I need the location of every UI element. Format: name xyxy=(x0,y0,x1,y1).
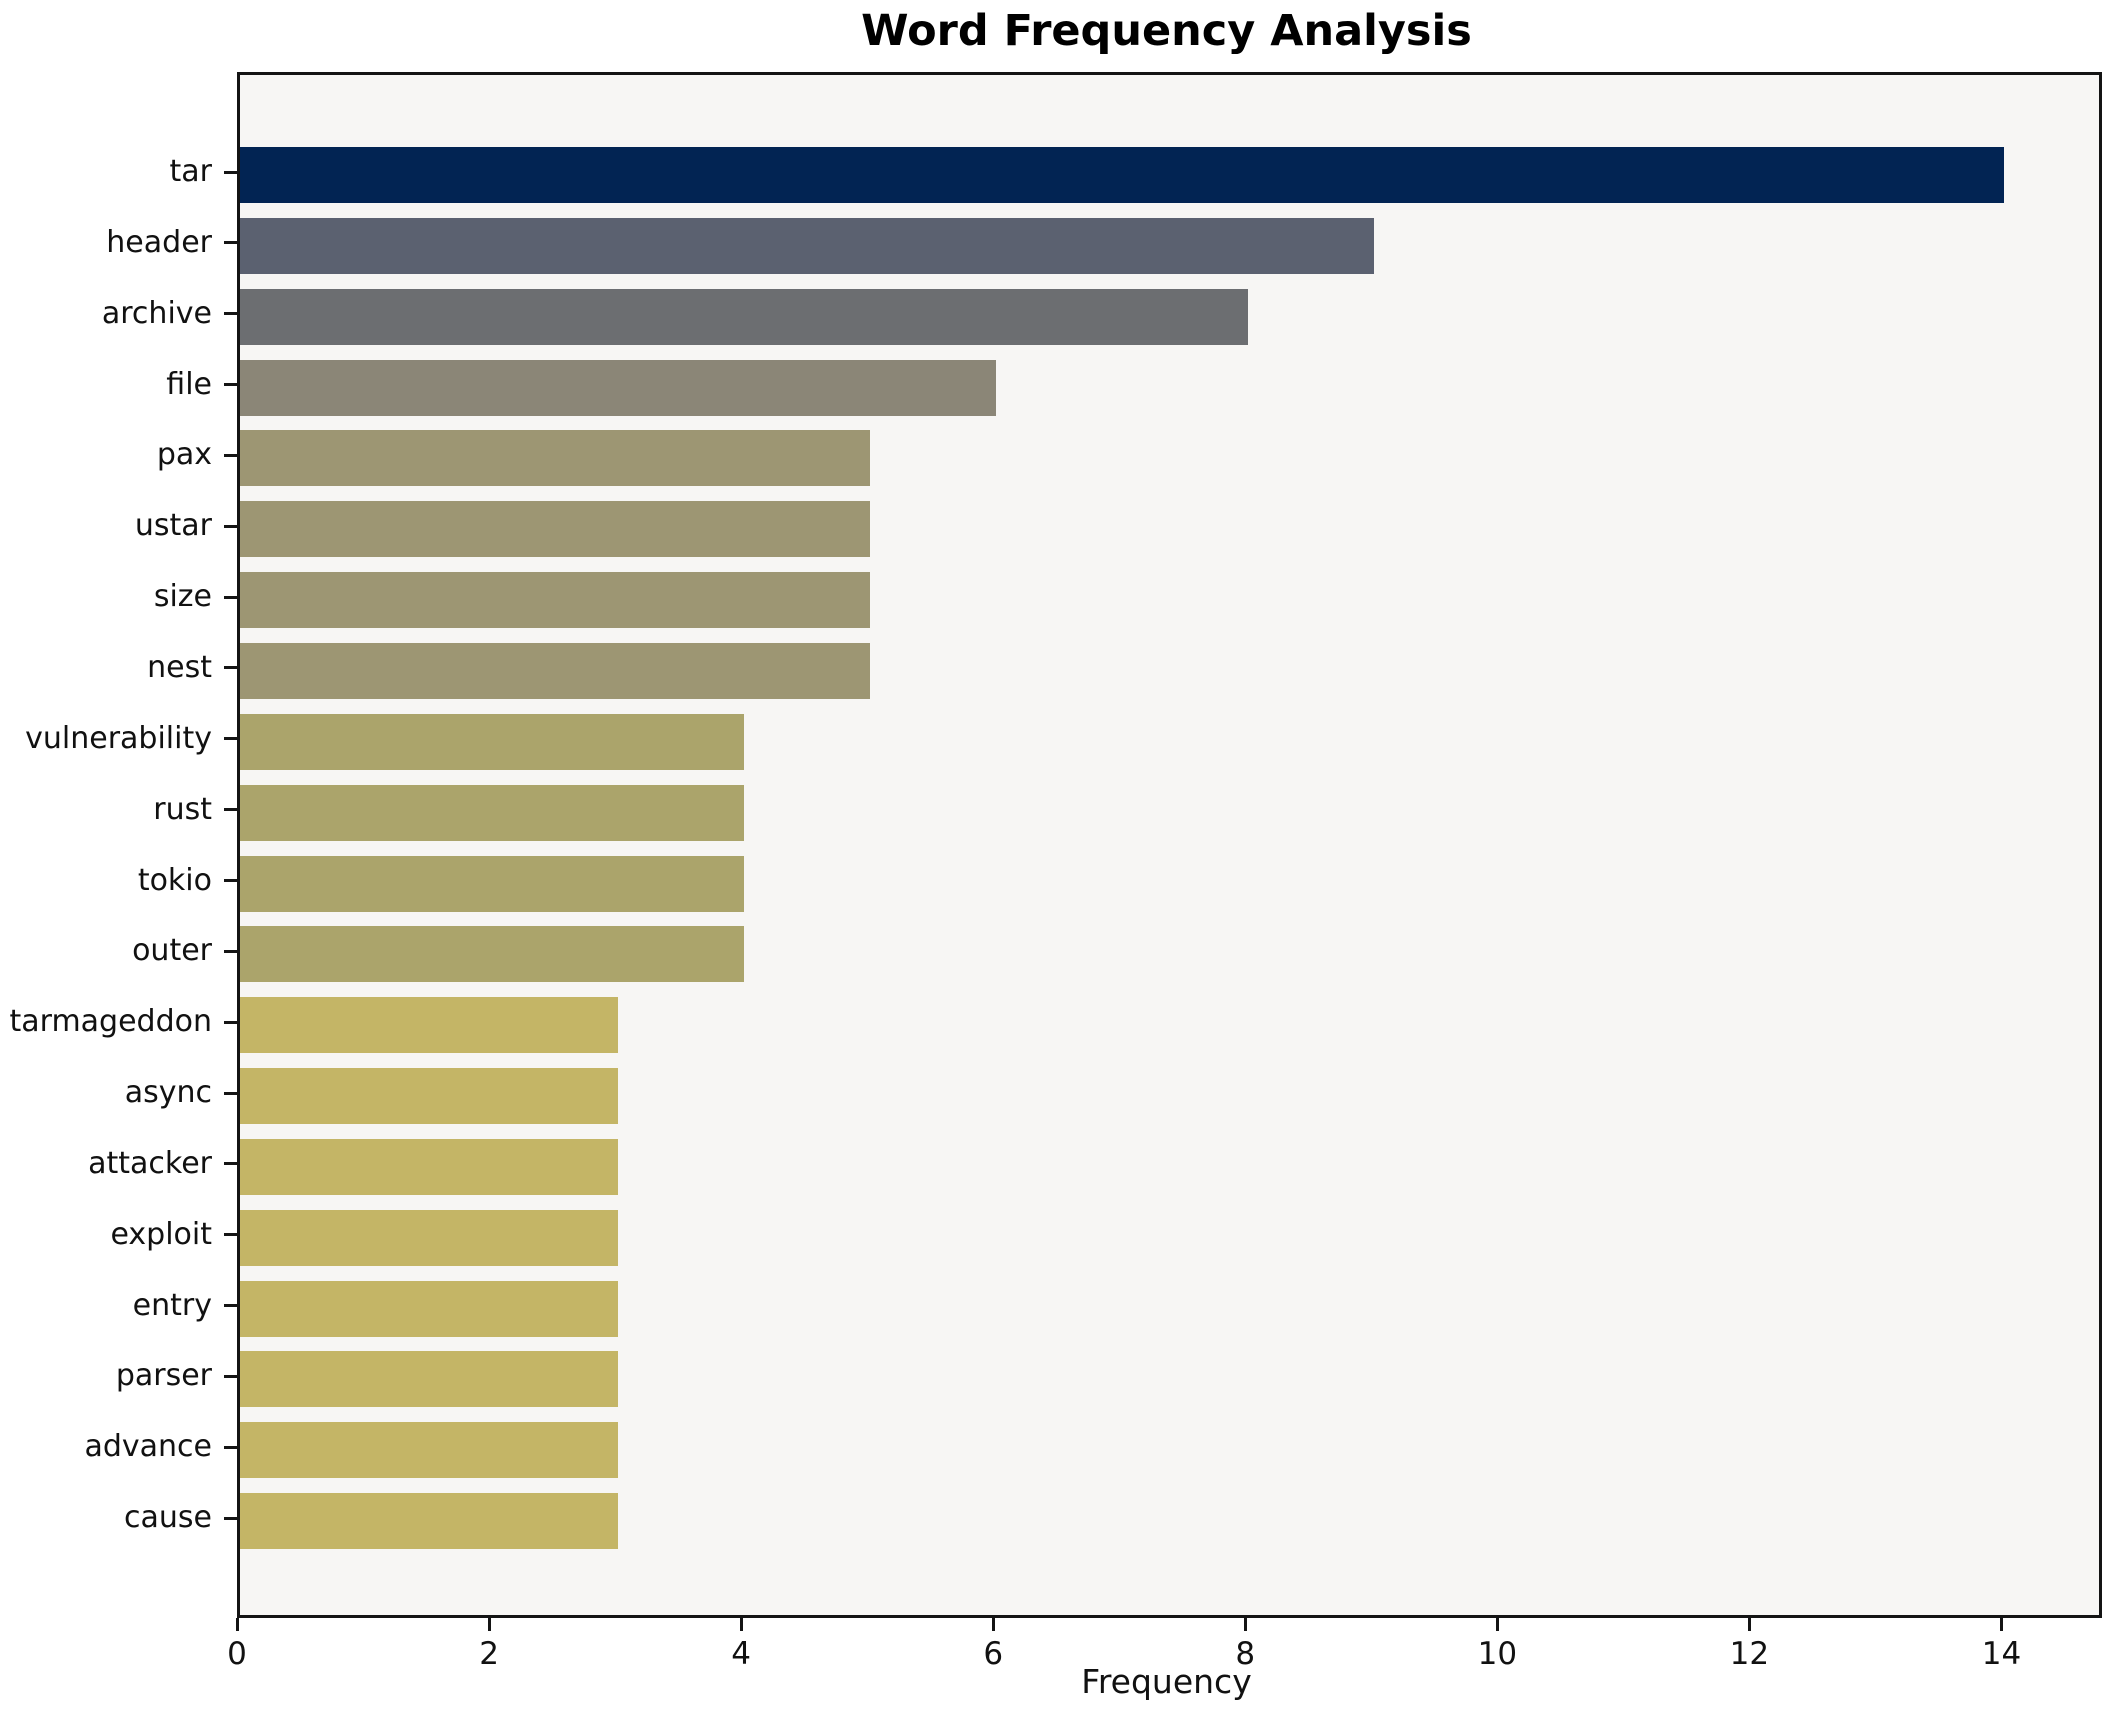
bar-exploit xyxy=(240,1209,619,1266)
y-tick-label-header: header xyxy=(106,224,212,260)
y-tick-label-ustar: ustar xyxy=(134,508,212,544)
y-tick-mark xyxy=(224,1233,237,1237)
y-tick-mark xyxy=(224,1304,237,1308)
y-tick-mark xyxy=(224,524,237,528)
chart-title: Word Frequency Analysis xyxy=(861,6,1472,56)
y-tick-mark xyxy=(224,312,237,316)
y-tick-mark xyxy=(224,1374,237,1378)
x-tick-label-2: 2 xyxy=(479,1636,499,1672)
plot-area xyxy=(237,72,2102,1618)
y-tick-label-entry: entry xyxy=(132,1287,212,1323)
y-tick-label-tarmageddon: tarmageddon xyxy=(9,1004,212,1040)
x-tick-mark xyxy=(1747,1618,1751,1631)
bar-tokio xyxy=(240,855,745,912)
y-tick-mark xyxy=(224,1445,237,1449)
y-tick-label-exploit: exploit xyxy=(110,1216,212,1252)
y-tick-label-parser: parser xyxy=(115,1358,212,1394)
x-tick-label-14: 14 xyxy=(1981,1636,2022,1672)
bar-ustar xyxy=(240,501,871,558)
x-tick-mark xyxy=(235,1618,239,1631)
x-tick-mark xyxy=(1243,1618,1247,1631)
bar-advance xyxy=(240,1422,619,1479)
y-tick-label-outer: outer xyxy=(132,933,212,969)
y-tick-label-file: file xyxy=(166,366,212,402)
y-tick-mark xyxy=(224,1162,237,1166)
y-tick-label-async: async xyxy=(124,1075,212,1111)
x-tick-label-0: 0 xyxy=(227,1636,247,1672)
y-tick-label-rust: rust xyxy=(153,791,212,827)
bar-entry xyxy=(240,1280,619,1337)
x-tick-mark xyxy=(739,1618,743,1631)
x-tick-mark xyxy=(1999,1618,2003,1631)
bar-tarmageddon xyxy=(240,997,619,1054)
bar-pax xyxy=(240,430,871,487)
y-tick-mark xyxy=(224,453,237,457)
y-tick-label-cause: cause xyxy=(124,1500,212,1536)
y-tick-label-vulnerability: vulnerability xyxy=(25,720,212,756)
bar-async xyxy=(240,1068,619,1125)
bar-file xyxy=(240,359,997,416)
bar-attacker xyxy=(240,1138,619,1195)
y-tick-label-pax: pax xyxy=(156,437,212,473)
y-tick-label-nest: nest xyxy=(147,649,212,685)
x-axis-label: Frequency xyxy=(1081,1662,1252,1701)
y-tick-mark xyxy=(224,879,237,882)
y-tick-mark xyxy=(224,383,237,387)
y-tick-label-advance: advance xyxy=(84,1429,212,1465)
bar-vulnerability xyxy=(240,713,745,770)
bar-cause xyxy=(240,1493,619,1550)
y-tick-mark xyxy=(224,1516,237,1520)
bar-rust xyxy=(240,784,745,841)
y-tick-mark xyxy=(224,170,237,174)
x-tick-mark xyxy=(487,1618,491,1631)
bar-nest xyxy=(240,642,871,699)
y-tick-mark xyxy=(224,666,237,670)
bar-size xyxy=(240,572,871,629)
bar-header xyxy=(240,217,1375,274)
bar-tar xyxy=(240,147,2005,203)
x-tick-label-4: 4 xyxy=(731,1636,751,1672)
x-tick-label-6: 6 xyxy=(983,1636,1004,1672)
y-tick-label-tar: tar xyxy=(169,154,212,189)
y-tick-mark xyxy=(224,1091,237,1095)
bar-outer xyxy=(240,926,745,983)
x-tick-mark xyxy=(991,1618,995,1631)
y-tick-mark xyxy=(224,241,237,245)
x-tick-label-10: 10 xyxy=(1477,1636,1518,1672)
y-tick-label-archive: archive xyxy=(101,295,212,331)
y-tick-mark xyxy=(224,949,237,953)
bar-parser xyxy=(240,1351,619,1408)
y-tick-mark xyxy=(224,595,237,599)
x-tick-label-8: 8 xyxy=(1235,1636,1256,1672)
y-tick-mark xyxy=(224,1020,237,1024)
y-tick-mark xyxy=(224,737,237,741)
y-tick-label-size: size xyxy=(153,579,212,615)
y-tick-mark xyxy=(224,808,237,812)
x-tick-mark xyxy=(1495,1618,1499,1631)
y-tick-label-tokio: tokio xyxy=(137,862,212,898)
y-tick-label-attacker: attacker xyxy=(88,1145,212,1181)
x-tick-label-12: 12 xyxy=(1729,1636,1770,1672)
bar-archive xyxy=(240,288,1249,345)
